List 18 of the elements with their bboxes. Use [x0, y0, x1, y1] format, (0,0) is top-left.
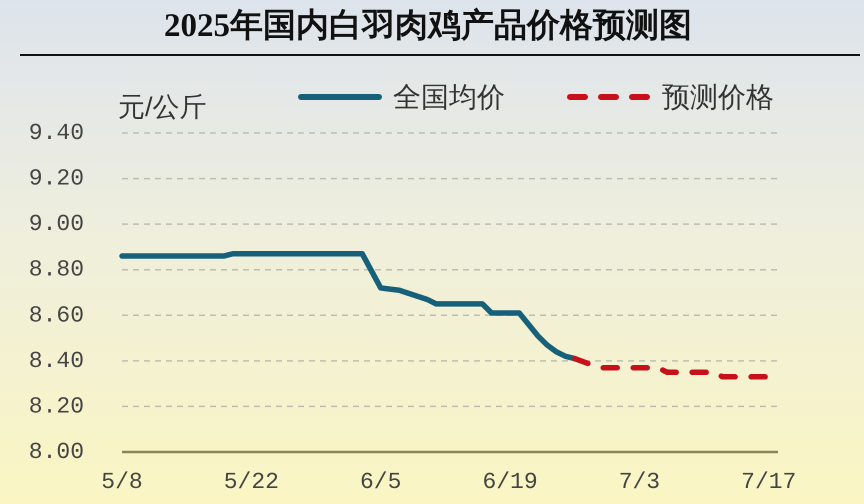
y-axis-title: 元/公斤: [118, 92, 207, 122]
y-tick-label: 9.40: [28, 120, 84, 146]
y-tick-label: 9.00: [28, 211, 84, 238]
x-tick-label: 5/22: [224, 469, 279, 495]
title: 2025年国内白羽肉鸡产品价格预测图: [164, 8, 692, 44]
y-tick-label: 8.80: [28, 256, 84, 283]
x-tick-label: 6/5: [360, 469, 402, 495]
y-tick-label: 8.60: [28, 302, 84, 328]
legend-label: 预测价格: [662, 82, 774, 112]
x-tick-label: 5/8: [101, 469, 143, 495]
y-tick-label: 8.20: [28, 393, 84, 420]
x-tick-label: 6/19: [482, 469, 538, 495]
y-tick-label: 9.20: [28, 166, 84, 192]
y-tick-label: 8.00: [28, 439, 84, 465]
x-tick-label: 7/17: [741, 469, 796, 495]
legend-label: 全国均价: [393, 82, 505, 112]
y-tick-label: 8.40: [28, 348, 84, 374]
x-tick-label: 7/3: [618, 469, 660, 495]
